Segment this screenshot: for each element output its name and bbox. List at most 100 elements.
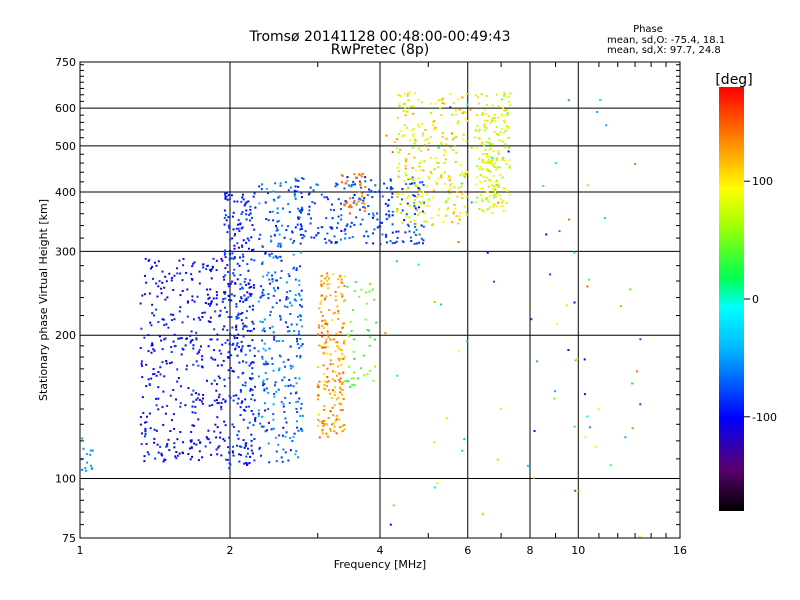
- data-point: [267, 421, 270, 424]
- data-point: [553, 397, 556, 400]
- data-point: [272, 331, 275, 334]
- data-point: [321, 428, 324, 431]
- data-point: [285, 296, 288, 299]
- data-point: [296, 267, 298, 270]
- data-point: [296, 223, 299, 226]
- data-point: [241, 372, 244, 375]
- data-point: [404, 164, 407, 167]
- data-point: [418, 241, 421, 244]
- data-point: [442, 135, 445, 138]
- data-point: [484, 162, 486, 164]
- data-point: [339, 387, 342, 390]
- data-point: [204, 302, 207, 304]
- data-point: [224, 400, 227, 403]
- data-point: [353, 173, 356, 176]
- data-point: [411, 176, 414, 179]
- data-point: [353, 357, 356, 360]
- data-point: [254, 420, 257, 423]
- data-point: [209, 316, 212, 319]
- data-point: [235, 394, 238, 397]
- data-point: [233, 200, 236, 203]
- data-point: [325, 321, 328, 324]
- data-point: [368, 188, 370, 191]
- data-point: [262, 379, 265, 382]
- data-point: [445, 417, 448, 420]
- data-point: [251, 367, 254, 370]
- data-point: [300, 345, 303, 348]
- data-point: [277, 287, 280, 290]
- data-point: [498, 185, 500, 188]
- data-point: [568, 218, 571, 221]
- data-point: [405, 183, 407, 186]
- data-point: [240, 213, 243, 215]
- data-point: [374, 338, 376, 341]
- data-point: [437, 162, 440, 165]
- data-point: [294, 453, 297, 456]
- data-point: [146, 415, 148, 418]
- data-point: [294, 294, 297, 296]
- data-point: [176, 267, 179, 270]
- data-point: [272, 256, 275, 259]
- data-point: [307, 193, 310, 196]
- data-point: [257, 300, 260, 303]
- data-point: [536, 360, 539, 363]
- data-point: [247, 200, 250, 203]
- data-point: [278, 233, 281, 236]
- data-point: [301, 208, 304, 211]
- data-point: [244, 202, 247, 205]
- data-point: [355, 176, 358, 179]
- data-point: [412, 127, 415, 130]
- data-point: [491, 118, 494, 121]
- data-point: [341, 393, 343, 396]
- data-point: [252, 322, 255, 325]
- data-point: [341, 294, 344, 297]
- colorbar-gradient: [719, 87, 744, 511]
- data-point: [348, 335, 350, 338]
- data-point: [345, 182, 348, 185]
- data-point: [201, 456, 204, 459]
- data-point: [271, 357, 273, 360]
- data-point: [354, 183, 356, 186]
- data-point: [239, 256, 241, 259]
- data-point: [202, 263, 205, 266]
- data-point: [364, 180, 367, 183]
- data-point: [361, 202, 364, 205]
- data-point: [235, 303, 238, 305]
- data-point: [374, 184, 377, 187]
- data-point: [161, 318, 164, 321]
- data-point: [240, 340, 243, 343]
- data-point: [501, 158, 504, 161]
- data-point: [301, 430, 304, 433]
- data-point: [503, 91, 505, 94]
- data-point: [237, 223, 239, 226]
- data-point: [322, 373, 325, 376]
- data-point: [227, 224, 230, 227]
- data-point: [360, 175, 363, 178]
- data-point: [152, 277, 154, 280]
- data-point: [232, 228, 235, 231]
- data-point: [279, 299, 281, 302]
- data-point: [170, 313, 172, 316]
- data-point: [246, 310, 248, 313]
- data-point: [495, 126, 498, 129]
- data-point: [408, 216, 411, 219]
- data-point: [479, 173, 482, 176]
- data-point: [322, 425, 325, 427]
- data-point: [504, 129, 507, 132]
- data-point: [166, 444, 169, 447]
- data-point: [193, 261, 196, 264]
- data-point: [174, 344, 177, 347]
- data-point: [213, 430, 216, 433]
- x-tick-label: 2: [227, 544, 234, 557]
- data-point: [153, 373, 156, 375]
- data-point: [223, 253, 226, 256]
- data-point: [248, 461, 251, 464]
- data-point: [352, 309, 354, 312]
- data-point: [444, 143, 447, 146]
- data-point: [167, 438, 170, 441]
- data-point: [243, 280, 246, 283]
- data-point: [238, 230, 241, 233]
- data-point: [277, 388, 280, 391]
- data-point: [343, 339, 346, 342]
- data-point: [487, 200, 490, 203]
